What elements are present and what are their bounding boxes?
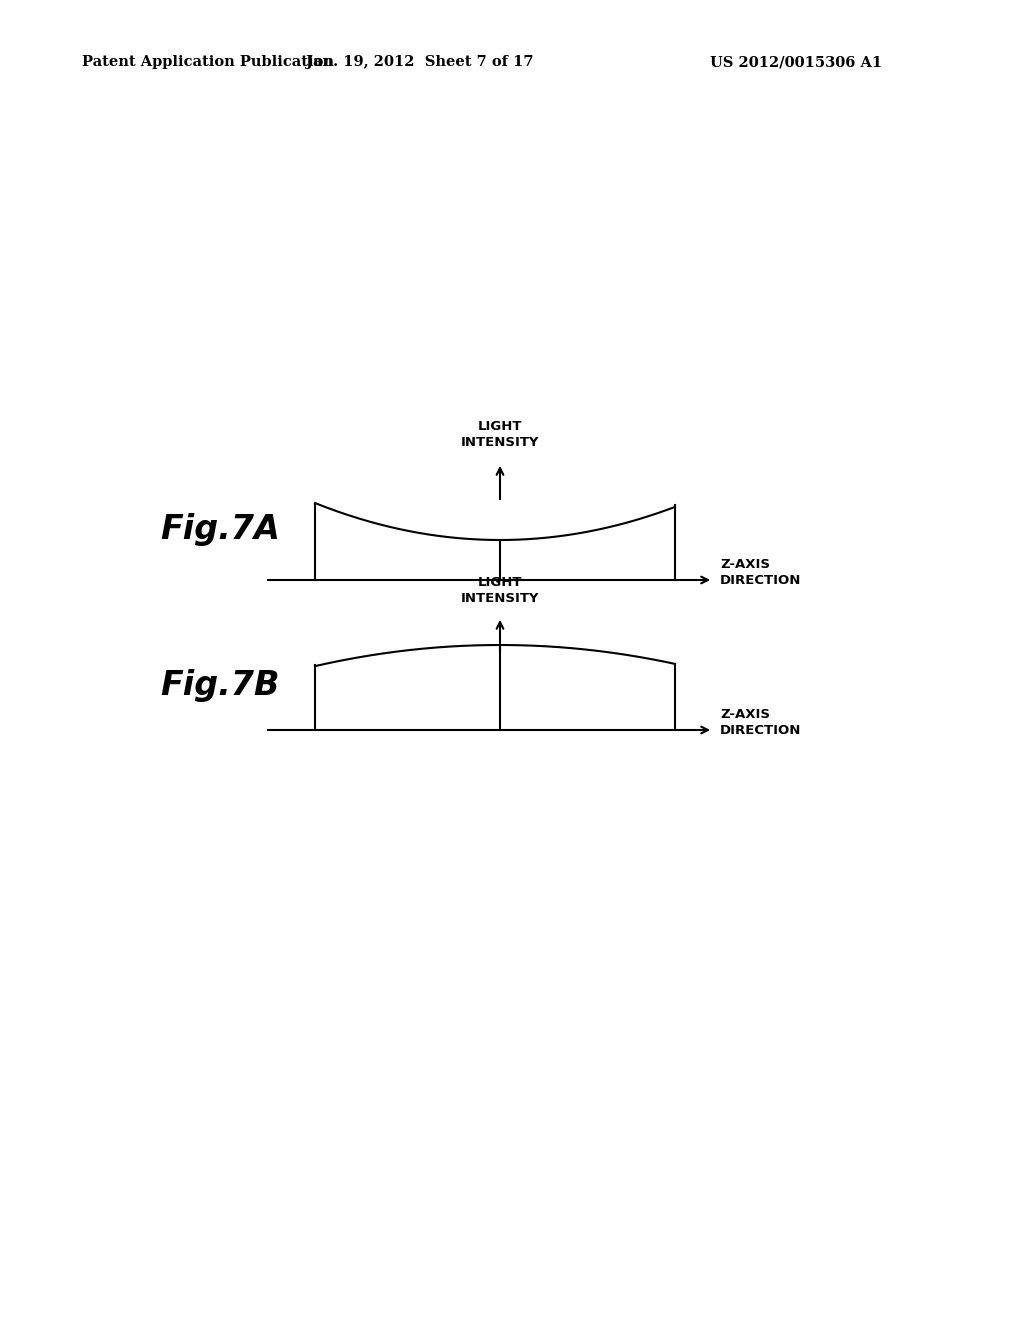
Text: LIGHT
INTENSITY: LIGHT INTENSITY xyxy=(461,576,540,605)
Text: LIGHT
INTENSITY: LIGHT INTENSITY xyxy=(461,421,540,450)
Text: US 2012/0015306 A1: US 2012/0015306 A1 xyxy=(710,55,882,69)
Text: Z-AXIS
DIRECTION: Z-AXIS DIRECTION xyxy=(720,558,802,587)
Text: Fig.7B: Fig.7B xyxy=(160,668,280,701)
Text: Jan. 19, 2012  Sheet 7 of 17: Jan. 19, 2012 Sheet 7 of 17 xyxy=(306,55,534,69)
Text: Z-AXIS
DIRECTION: Z-AXIS DIRECTION xyxy=(720,709,802,738)
Text: Fig.7A: Fig.7A xyxy=(160,513,280,546)
Text: Patent Application Publication: Patent Application Publication xyxy=(82,55,334,69)
